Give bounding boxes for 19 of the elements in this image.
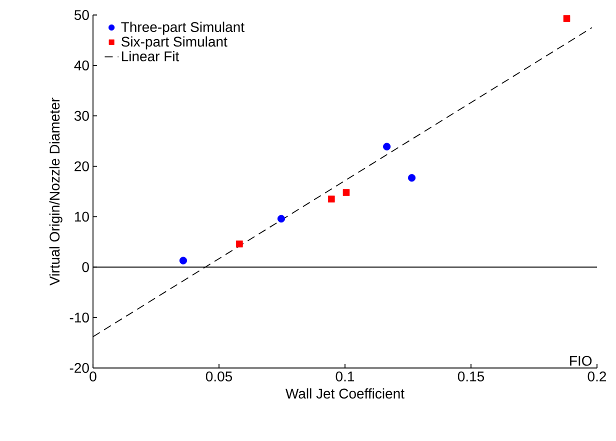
y-tick-label: 40: [74, 60, 89, 70]
legend-label: Linear Fit: [122, 51, 180, 62]
y-tick-label: 20: [74, 161, 89, 172]
annotation: FIO: [570, 356, 592, 366]
x-tick-label: 0.05: [206, 372, 232, 382]
x-axis-title: Wall Jet Coefficient: [286, 388, 404, 399]
y-tick-label: 30: [74, 110, 89, 121]
x-tick-label: 0.15: [458, 372, 484, 382]
y-tick-label: 50: [74, 10, 89, 20]
y-axis-title: Virtual Origin/Nozzle Diameter: [49, 98, 62, 286]
y-tick-label: -20: [70, 363, 89, 373]
y-tick-label: -10: [70, 312, 89, 323]
x-tick-label: 0.2: [588, 372, 606, 382]
x-tick-label: 0: [90, 372, 96, 382]
legend-label: Three-part Simulant: [121, 22, 244, 35]
y-tick-label: 10: [74, 212, 89, 222]
x-tick-label: 0.1: [336, 372, 354, 382]
legend-label: Six-part Simulant: [121, 36, 228, 50]
y-tick-label: 0: [82, 262, 89, 272]
